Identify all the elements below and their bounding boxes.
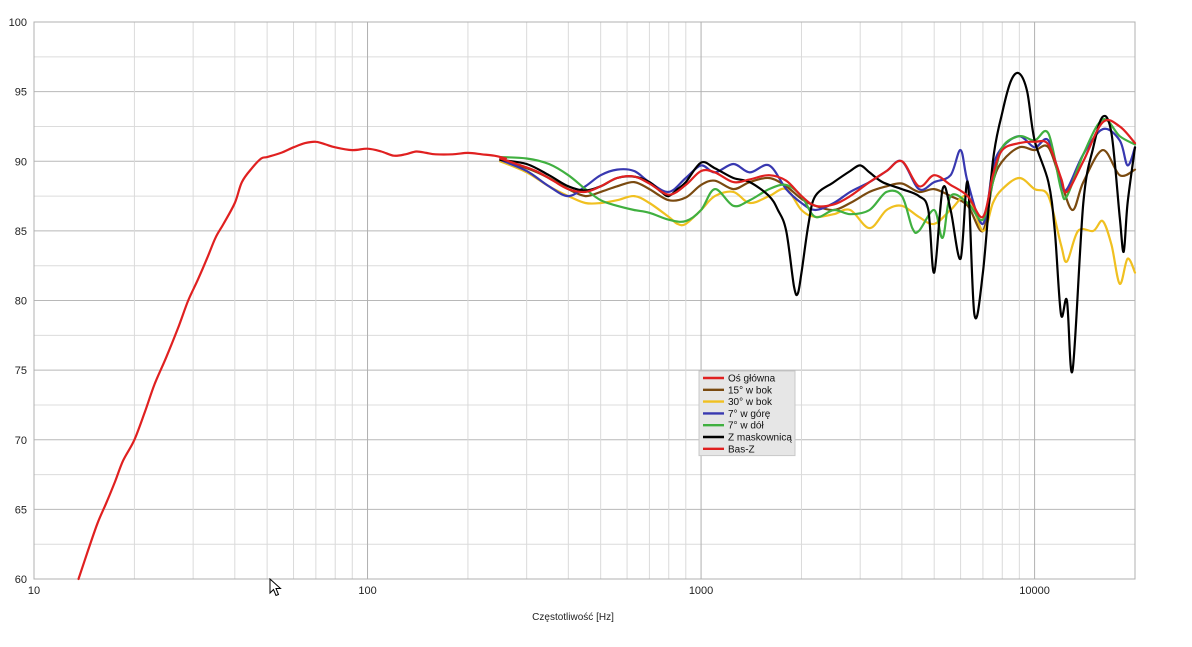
series-line-6 xyxy=(77,140,507,581)
y-tick-label: 70 xyxy=(15,435,27,447)
y-tick-label: 75 xyxy=(15,365,27,377)
series-line-1 xyxy=(499,144,1137,233)
y-tick-label: 90 xyxy=(15,156,27,168)
x-axis-ticks: 10 100 1000 10000 xyxy=(28,585,1050,597)
legend-label: 30° w bok xyxy=(728,397,773,408)
y-tick-label: 85 xyxy=(15,226,27,238)
x-tick-label: 10 xyxy=(28,585,40,597)
x-tick-label: 100 xyxy=(358,585,376,597)
x-axis-title: Częstotliwość [Hz] xyxy=(532,612,614,623)
x-tick-label: 10000 xyxy=(1019,585,1050,597)
legend-label: 7° w dół xyxy=(728,421,764,432)
x-tick-label: 1000 xyxy=(689,585,713,597)
legend-label: Oś główna xyxy=(728,374,776,385)
y-tick-label: 100 xyxy=(9,17,27,29)
grid xyxy=(33,21,1136,580)
series-line-2 xyxy=(499,160,1137,285)
series-lines xyxy=(77,71,1137,581)
legend-label: Z maskownicą xyxy=(728,433,792,444)
legend-label: 7° w górę xyxy=(728,409,771,420)
y-tick-label: 65 xyxy=(15,504,27,516)
y-tick-label: 95 xyxy=(15,87,27,99)
series-line-5 xyxy=(499,71,1137,374)
plot-frame xyxy=(33,21,1136,580)
legend-label: 15° w bok xyxy=(728,385,773,396)
series-line-0 xyxy=(499,118,1137,219)
series-line-3 xyxy=(499,127,1137,226)
y-tick-label: 60 xyxy=(15,574,27,586)
series-line-4 xyxy=(499,118,1137,239)
y-axis-ticks: 60 65 70 75 80 85 90 95 100 xyxy=(9,17,27,586)
legend-label: Bas-Z xyxy=(728,444,755,455)
y-tick-label: 80 xyxy=(15,296,27,308)
mouse-pointer-icon xyxy=(269,578,282,597)
